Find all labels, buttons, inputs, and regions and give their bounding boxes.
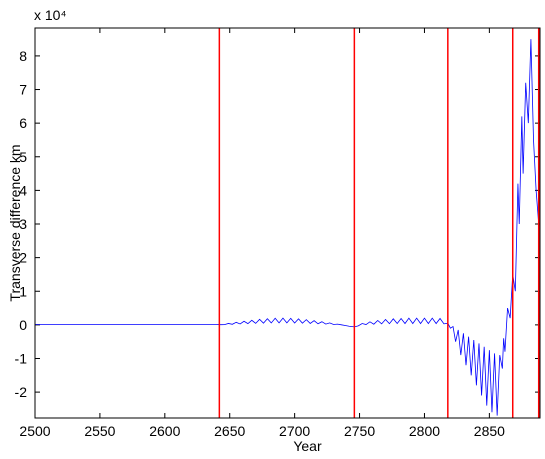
axes-box [34,27,541,419]
y-tick-label: 4 [19,182,27,198]
y-tick-label: 3 [19,216,27,232]
x-tick-label: 2700 [279,423,310,439]
x-tick-label: 2500 [19,423,50,439]
y-tick-label: -2 [15,384,28,400]
y-tick-label: 5 [19,149,27,165]
x-tick-label: 2850 [474,423,505,439]
y-tick-label: -1 [15,350,28,366]
x-tick-label: 2800 [409,423,440,439]
y-tick-label: 1 [19,283,27,299]
y-axis-label: Transverse difference km [7,144,23,301]
x-tick-label: 2750 [344,423,375,439]
y-tick-label: 6 [19,115,27,131]
plot-area [35,28,540,418]
y-tick-label: 7 [19,82,27,98]
y-tick-label: 0 [19,317,27,333]
data-line [35,39,540,416]
x-tick-label: 2650 [214,423,245,439]
y-tick-label: 2 [19,250,27,266]
y-scale-label: x 10⁴ [34,7,66,23]
x-tick-label: 2600 [149,423,180,439]
x-tick-label: 2550 [84,423,115,439]
y-tick-label: 8 [19,48,27,64]
x-axis-label: Year [293,438,322,454]
